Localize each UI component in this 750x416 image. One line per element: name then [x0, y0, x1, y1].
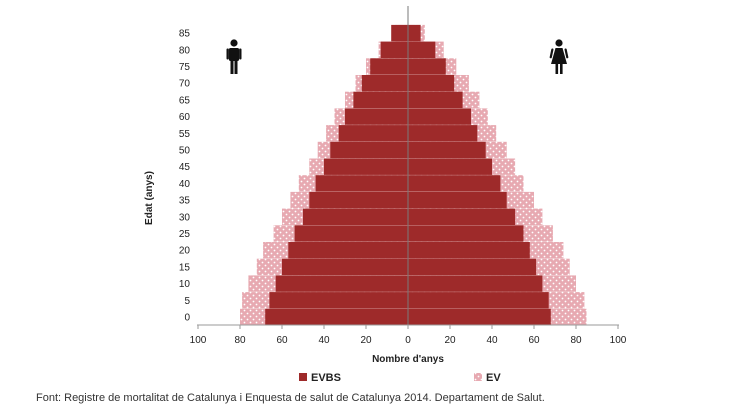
bar-evbs-male-age-10: [275, 275, 408, 292]
y-tick-label: 45: [179, 162, 191, 173]
bar-evbs-male-age-0: [265, 308, 408, 326]
bar-evbs-female-age-60: [408, 108, 471, 125]
bar-evbs-male-age-35: [309, 191, 408, 209]
bar-evbs-female-age-25: [408, 225, 524, 242]
y-tick-label: 70: [179, 79, 191, 90]
y-tick-label: 15: [179, 262, 191, 273]
bar-evbs-male-age-80: [380, 41, 408, 58]
y-axis-title: Edat (anys): [144, 171, 155, 225]
bar-evbs-male-age-30: [303, 208, 408, 225]
y-tick-label: 0: [184, 313, 190, 324]
legend-swatch-evbs: [299, 373, 307, 381]
legend-label-ev: EV: [486, 372, 501, 384]
x-tick-label: 80: [234, 335, 246, 346]
y-tick-label: 30: [179, 212, 191, 223]
x-tick-label: 60: [528, 335, 540, 346]
male-figure-icon: [226, 39, 242, 74]
y-tick-label: 50: [179, 146, 191, 157]
bar-evbs-male-age-50: [330, 141, 408, 159]
bar-evbs-male-age-5: [269, 292, 408, 309]
bar-evbs-female-age-35: [408, 191, 507, 209]
y-tick-label: 85: [179, 29, 191, 40]
y-tick-label: 5: [184, 296, 190, 307]
x-tick-label: 100: [610, 335, 627, 346]
x-axis-title: Nombre d'anys: [372, 354, 444, 365]
bar-evbs-female-age-40: [408, 175, 501, 192]
bar-evbs-male-age-15: [282, 258, 408, 276]
x-tick-label: 40: [486, 335, 498, 346]
legend-label-evbs: EVBS: [311, 372, 341, 384]
bar-evbs-female-age-30: [408, 208, 516, 225]
y-tick-label: 35: [179, 196, 191, 207]
bar-evbs-female-age-10: [408, 275, 543, 292]
female-figure-icon: [549, 39, 569, 74]
bar-evbs-female-age-55: [408, 125, 478, 142]
y-tick-label: 65: [179, 95, 191, 106]
bar-evbs-male-age-85: [391, 24, 408, 42]
legend-swatch-ev: [474, 373, 482, 381]
x-tick-label: 0: [405, 335, 411, 346]
bar-evbs-female-age-75: [408, 58, 446, 75]
x-tick-label: 40: [318, 335, 330, 346]
bar-evbs-male-age-65: [353, 91, 408, 109]
x-tick-label: 60: [276, 335, 288, 346]
pyramid-chart: 0 5 10 15 20 25 30 35 40 45 50 55 60 65 70 75 80 85 100 80…: [144, 6, 627, 384]
bar-evbs-female-age-0: [408, 308, 551, 326]
x-tick-label: 20: [360, 335, 372, 346]
bar-evbs-female-age-65: [408, 91, 463, 109]
y-tick-label: 10: [179, 279, 191, 290]
y-tick-label: 55: [179, 129, 191, 140]
bar-evbs-female-age-50: [408, 141, 486, 159]
x-tick-label: 80: [570, 335, 582, 346]
y-tick-label: 75: [179, 62, 191, 73]
bar-evbs-female-age-85: [408, 24, 421, 42]
bar-evbs-female-age-80: [408, 41, 436, 58]
legend: EVBS EV: [299, 372, 501, 384]
bar-evbs-male-age-25: [294, 225, 408, 242]
bar-evbs-male-age-45: [324, 158, 408, 175]
bar-evbs-female-age-15: [408, 258, 537, 276]
y-tick-label: 80: [179, 45, 191, 56]
y-tick-label: 40: [179, 179, 191, 190]
bar-evbs-male-age-40: [315, 175, 408, 192]
bar-evbs-female-age-20: [408, 242, 530, 259]
x-axis-ticks: 100 80 60 40 20 0 20 40 60 80 100: [190, 325, 627, 346]
bar-evbs-female-age-45: [408, 158, 492, 175]
y-tick-label: 60: [179, 112, 191, 123]
y-tick-label: 25: [179, 229, 191, 240]
series-evbs-bars: [265, 24, 551, 326]
bar-evbs-female-age-70: [408, 75, 455, 92]
source-note: Font: Registre de mortalitat de Cataluny…: [36, 392, 545, 404]
bar-evbs-male-age-20: [288, 242, 408, 259]
bar-evbs-female-age-5: [408, 292, 549, 309]
bar-evbs-male-age-55: [338, 125, 408, 142]
bar-evbs-male-age-60: [345, 108, 408, 125]
y-tick-label: 20: [179, 246, 191, 257]
y-axis-ticks: 0 5 10 15 20 25 30 35 40 45 50 55 60 65 70 75 80 85: [179, 29, 191, 324]
bar-evbs-male-age-70: [361, 75, 408, 92]
x-tick-label: 100: [190, 335, 207, 346]
bar-evbs-male-age-75: [370, 58, 408, 75]
x-tick-label: 20: [444, 335, 456, 346]
